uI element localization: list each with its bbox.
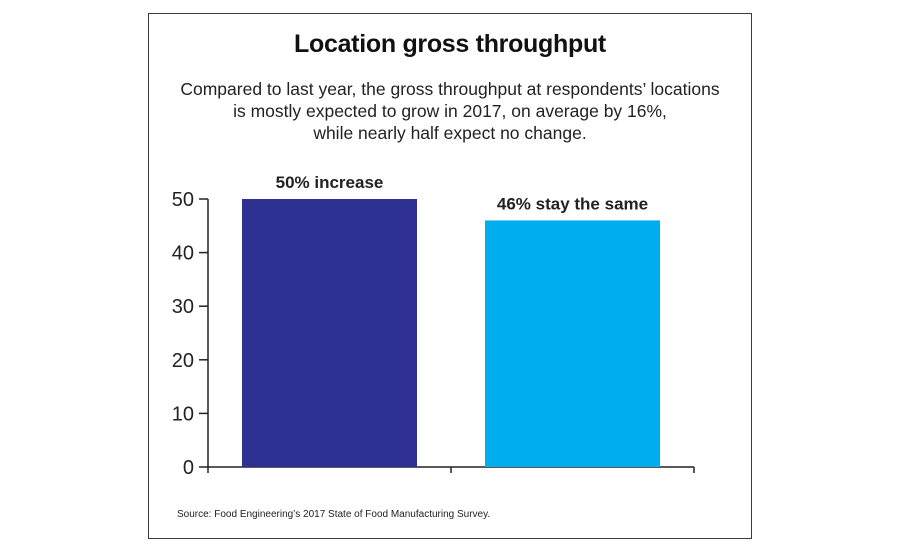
y-axis: 0 10 20 30 40 50: [172, 189, 209, 479]
bar-increase: [242, 199, 417, 467]
bar-stay-the-same: [485, 220, 660, 467]
chart-title: Location gross throughput: [294, 30, 606, 58]
x-axis: [207, 466, 695, 473]
y-tick-label: 30: [172, 296, 194, 318]
data-label-stay-the-same: 46% stay the same: [497, 194, 648, 213]
y-tick-label: 10: [172, 403, 194, 425]
bars: [242, 199, 660, 467]
chart-subtitle: Compared to last year, the gross through…: [180, 79, 720, 143]
data-labels: 50% increase 46% stay the same: [276, 173, 648, 213]
y-tick-label: 50: [172, 189, 194, 211]
source-note: Source: Food Engineering’s 2017 State of…: [177, 509, 491, 520]
y-tick-label: 0: [183, 457, 194, 479]
chart-frame: Location gross throughput Compared to la…: [148, 13, 752, 539]
y-tick-label: 20: [172, 350, 194, 372]
bar-chart: 0 10 20 30 40 50 50% increase 46% stay the sam…: [172, 173, 695, 479]
y-tick-label: 40: [172, 243, 194, 265]
data-label-increase: 50% increase: [276, 173, 384, 192]
